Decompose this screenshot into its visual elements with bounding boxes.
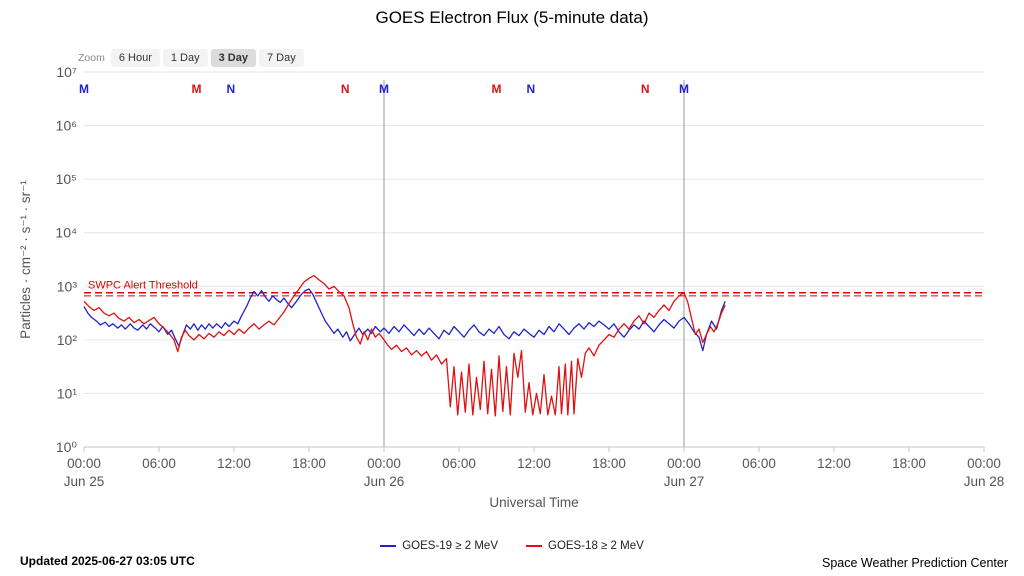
zoom-button-1-day[interactable]: 1 Day [162,49,208,68]
x-tick-label: 06:00 [442,456,476,471]
y-tick-label: 10⁴ [55,225,77,241]
zoom-button-7-day[interactable]: 7 Day [258,49,304,68]
x-tick-label: 06:00 [742,456,776,471]
flux-series-line-1 [83,274,726,417]
x-tick-date: Jun 25 [64,474,105,489]
x-tick-label: 12:00 [817,456,851,471]
x-axis-title: Universal Time [489,495,578,510]
legend-item-goes-19[interactable]: GOES-19 ≥ 2 MeV [380,540,498,552]
legend-item-goes-18[interactable]: GOES-18 ≥ 2 MeV [526,540,644,552]
y-tick-label: 10⁰ [56,439,78,455]
chart-title: GOES Electron Flux (5-minute data) [375,8,649,27]
legend-label-goes-18: GOES-18 ≥ 2 MeV [548,540,644,552]
updated-timestamp: Updated 2025-06-27 03:05 UTC [20,554,195,568]
satellite-midnight-marker: M [379,82,389,96]
x-tick-date: Jun 28 [964,474,1005,489]
goes-18-line-swatch [526,545,542,547]
satellite-midnight-marker: M [679,82,689,96]
credit-text: Space Weather Prediction Center [822,556,1008,570]
x-tick-date: Jun 27 [664,474,705,489]
x-tick-label: 18:00 [592,456,626,471]
zoom-label: Zoom [78,52,105,65]
satellite-midnight-marker: M [79,82,89,96]
x-tick-date: Jun 26 [364,474,405,489]
zoom-controls: Zoom 6 Hour 1 Day 3 Day 7 Day [78,49,304,68]
zoom-button-3-day[interactable]: 3 Day [210,49,256,68]
chart-legend: GOES-19 ≥ 2 MeV GOES-18 ≥ 2 MeV [0,540,1024,552]
x-tick-label: 06:00 [142,456,176,471]
zoom-button-6-hour[interactable]: 6 Hour [110,49,160,68]
x-tick-label: 18:00 [292,456,326,471]
x-tick-label: 00:00 [367,456,401,471]
x-tick-label: 12:00 [217,456,251,471]
y-tick-label: 10⁶ [56,118,77,134]
x-tick-label: 18:00 [892,456,926,471]
satellite-noon-marker: N [641,82,650,96]
y-tick-label: 10² [57,332,78,348]
y-tick-label: 10¹ [57,385,78,401]
satellite-midnight-marker: M [192,82,202,96]
x-tick-label: 00:00 [67,456,101,471]
satellite-midnight-marker: M [492,82,502,96]
satellite-noon-marker: N [527,82,536,96]
y-tick-label: 10⁷ [56,64,77,80]
satellite-noon-marker: N [227,82,236,96]
x-tick-label: 00:00 [667,456,701,471]
y-tick-label: 10³ [57,278,78,294]
x-tick-label: 12:00 [517,456,551,471]
y-tick-label: 10⁵ [56,171,77,187]
x-tick-label: 00:00 [967,456,1001,471]
legend-label-goes-19: GOES-19 ≥ 2 MeV [402,540,498,552]
y-axis-title: Particles · cm⁻² · s⁻¹ · sr⁻¹ [18,180,33,339]
swpc-alert-threshold-label: SWPC Alert Threshold [88,280,198,292]
goes-19-line-swatch [380,545,397,547]
satellite-noon-marker: N [341,82,350,96]
